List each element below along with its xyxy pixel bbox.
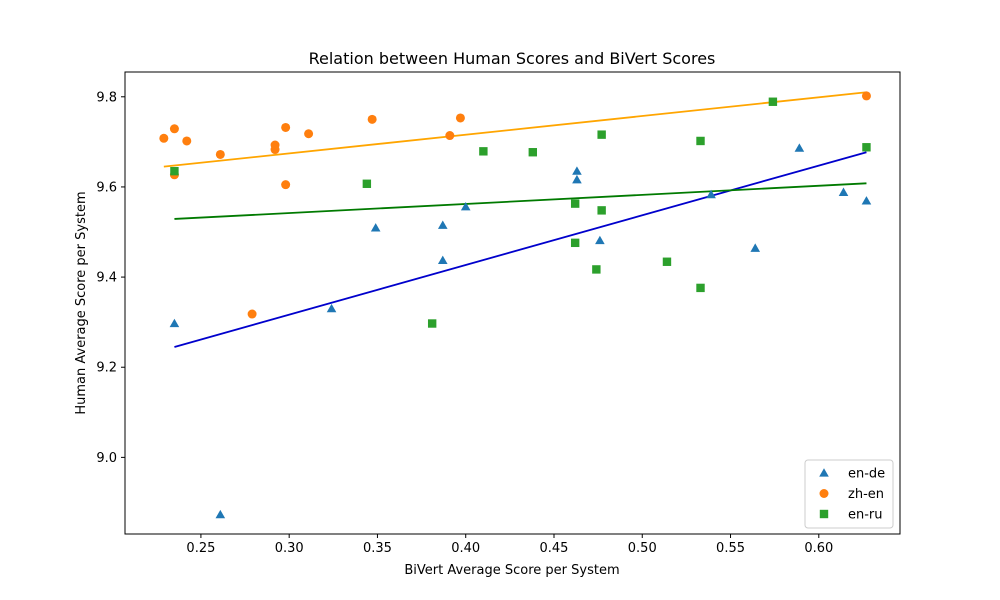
data-point-en-ru <box>768 97 778 106</box>
legend-marker-en-de <box>819 468 829 477</box>
data-point-en-de <box>370 223 381 232</box>
data-point-zh-en <box>861 91 871 101</box>
data-point-en-de <box>572 174 582 184</box>
x-axis: 0.25 0.30 0.35 0.40 0.45 0.50 0.55 0.60 <box>186 534 833 556</box>
fit-line-en-ru <box>174 182 867 220</box>
data-point-zh-en <box>455 113 465 123</box>
x-tick-label: 0.30 <box>275 541 304 556</box>
legend-marker-zh-en <box>819 489 829 498</box>
legend: en-de zh-en en-ru <box>804 459 894 529</box>
data-point-en-de <box>437 255 448 265</box>
data-point-en-ru <box>570 199 580 208</box>
y-axis: 9.0 9.2 9.4 9.6 9.8 <box>96 90 125 466</box>
data-point-en-ru <box>597 130 606 139</box>
x-axis-label: BiVert Average Score per System <box>404 563 619 578</box>
data-point-en-ru <box>528 148 538 157</box>
y-tick-label: 9.2 <box>96 361 117 376</box>
y-tick-label: 9.8 <box>96 90 117 105</box>
data-point-zh-en <box>281 122 291 132</box>
y-tick-label: 9.6 <box>96 180 117 195</box>
data-point-zh-en <box>215 149 225 159</box>
data-point-zh-en <box>367 114 377 124</box>
data-point-en-ru <box>592 265 601 274</box>
legend-label-zh-en: zh-en <box>848 487 884 502</box>
data-point-en-ru <box>597 206 606 215</box>
data-point-en-ru <box>662 257 672 266</box>
data-point-en-de <box>838 187 849 196</box>
x-tick-label: 0.55 <box>716 541 745 556</box>
legend-label-en-de: en-de <box>848 467 885 482</box>
data-point-en-de <box>572 166 582 175</box>
chart-title: Relation between Human Scores and BiVert… <box>309 49 716 68</box>
data-point-en-de <box>460 201 471 211</box>
data-point-en-de <box>706 189 716 199</box>
data-point-en-ru <box>862 143 871 152</box>
data-point-en-de <box>595 235 605 245</box>
data-point-en-ru <box>696 283 705 293</box>
data-point-en-de <box>437 220 448 229</box>
legend-label-en-ru: en-ru <box>848 508 883 523</box>
plot-area <box>159 91 872 519</box>
data-point-zh-en <box>169 124 179 134</box>
legend-marker-en-ru <box>819 509 829 519</box>
data-point-zh-en <box>304 129 314 139</box>
x-tick-label: 0.60 <box>804 541 833 556</box>
data-point-zh-en <box>445 131 455 141</box>
data-point-zh-en <box>281 180 291 190</box>
data-point-en-ru <box>479 147 488 156</box>
data-point-en-de <box>215 509 226 519</box>
data-point-zh-en <box>159 133 169 143</box>
x-tick-label: 0.25 <box>186 541 215 556</box>
plot-frame <box>124 71 901 535</box>
data-point-en-de <box>326 303 337 313</box>
fit-line-en-de <box>174 151 867 348</box>
data-point-en-ru <box>170 166 179 176</box>
data-point-en-ru <box>696 136 705 146</box>
x-tick-label: 0.45 <box>540 541 569 556</box>
data-point-zh-en <box>247 309 257 319</box>
data-point-en-ru <box>570 238 580 248</box>
data-point-en-ru <box>362 179 372 188</box>
data-point-en-ru <box>427 319 437 328</box>
data-point-en-de <box>861 196 872 205</box>
x-tick-label: 0.35 <box>363 541 392 556</box>
data-point-en-de <box>794 143 805 152</box>
x-tick-label: 0.50 <box>628 541 657 556</box>
x-tick-label: 0.40 <box>451 541 480 556</box>
data-point-zh-en <box>270 145 280 155</box>
data-point-en-de <box>750 243 761 252</box>
fit-line-zh-en <box>163 91 867 168</box>
y-axis-label: Human Average Score per System <box>74 191 89 414</box>
data-point-en-de <box>169 318 180 328</box>
data-point-zh-en <box>182 136 192 146</box>
y-tick-label: 9.0 <box>96 451 117 466</box>
y-tick-label: 9.4 <box>96 271 117 286</box>
